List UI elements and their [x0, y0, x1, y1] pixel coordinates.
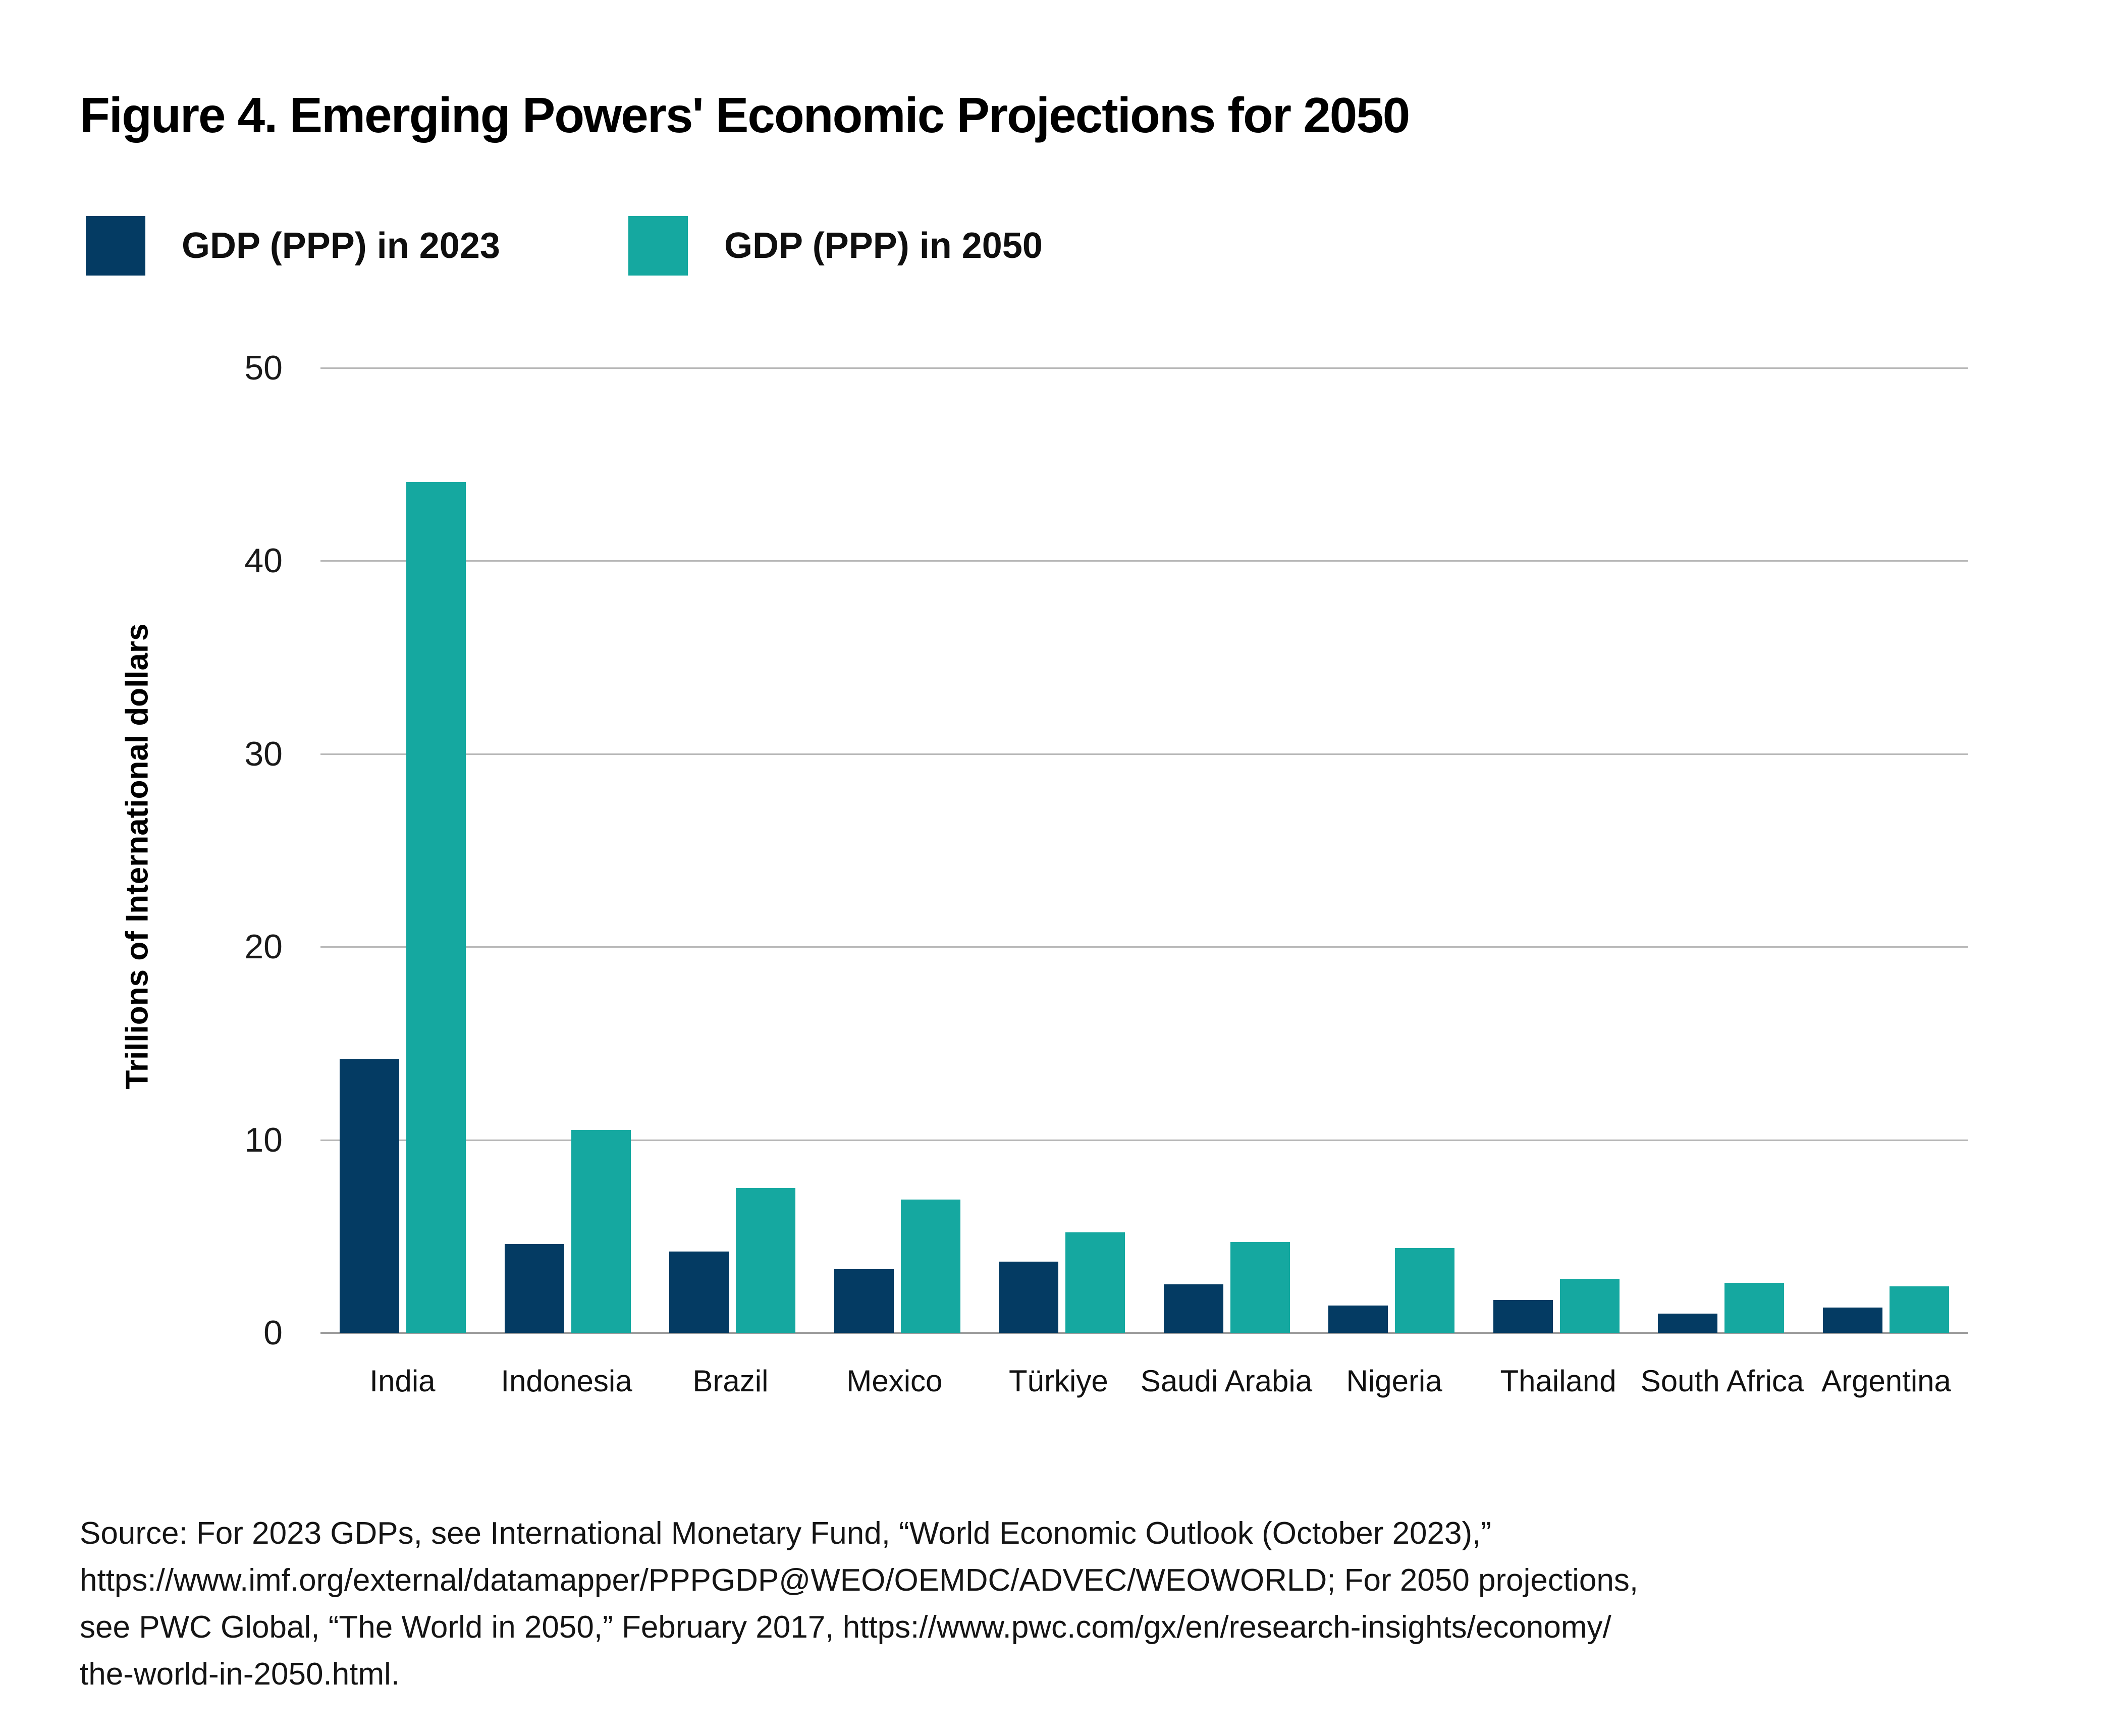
- gridline-10: [320, 1139, 1968, 1141]
- legend-item-2023: GDP (PPP) in 2023: [86, 216, 500, 276]
- y-axis-ticks: 0 10 20 30 40 50: [131, 349, 283, 1352]
- bar-gdp-(ppp)-in-2023-nigeria: [1328, 1306, 1388, 1333]
- x-axis-label-india: India: [369, 1364, 436, 1398]
- bar-gdp-(ppp)-in-2023-türkiye: [999, 1261, 1059, 1333]
- x-axis-label-brazil: Brazil: [692, 1364, 769, 1398]
- bar-gdp-(ppp)-in-2050-brazil: [736, 1188, 796, 1333]
- bar-group-nigeria: [1309, 368, 1474, 1333]
- y-tick-label-40: 40: [244, 541, 283, 580]
- bar-group-indonesia: [486, 368, 651, 1333]
- source-line: the-world-in-2050.html.: [80, 1657, 400, 1692]
- y-tick-label-0: 0: [263, 1314, 283, 1352]
- source-line: Source: For 2023 GDPs, see International…: [80, 1516, 1492, 1551]
- bar-group-türkiye: [980, 368, 1145, 1333]
- bar-group-mexico: [815, 368, 980, 1333]
- x-axis-label-mexico: Mexico: [846, 1364, 943, 1398]
- gridline-50: [320, 367, 1968, 369]
- x-axis-label-nigeria: Nigeria: [1346, 1364, 1442, 1398]
- x-axis-label-thailand: Thailand: [1500, 1364, 1616, 1398]
- bar-gdp-(ppp)-in-2050-thailand: [1559, 1278, 1620, 1333]
- y-tick-label-10: 10: [244, 1120, 283, 1159]
- x-axis-label-saudi-arabia: Saudi Arabia: [1140, 1364, 1313, 1398]
- plot-area: [320, 367, 1968, 1334]
- bar-group-argentina: [1804, 368, 1969, 1333]
- y-tick-label-20: 20: [244, 928, 283, 966]
- bar-gdp-(ppp)-in-2050-saudi-arabia: [1230, 1242, 1290, 1333]
- source-line: see PWC Global, “The World in 2050,” Feb…: [80, 1610, 1611, 1645]
- gridlines: [320, 367, 1968, 1334]
- bar-gdp-(ppp)-in-2050-south-africa: [1724, 1282, 1785, 1333]
- source-note: Source: For 2023 GDPs, see International…: [80, 1510, 1638, 1698]
- bar-group-saudi-arabia: [1145, 368, 1310, 1333]
- bar-groups: [320, 368, 1968, 1333]
- bar-gdp-(ppp)-in-2023-thailand: [1493, 1300, 1553, 1333]
- x-axis-label-türkiye: Türkiye: [1009, 1364, 1108, 1398]
- bar-gdp-(ppp)-in-2050-argentina: [1889, 1286, 1949, 1333]
- bar-gdp-(ppp)-in-2050-indonesia: [571, 1130, 631, 1333]
- legend-label-2050: GDP (PPP) in 2050: [724, 226, 1043, 266]
- legend-label-2023: GDP (PPP) in 2023: [182, 226, 500, 266]
- bar-group-india: [320, 368, 486, 1333]
- x-axis-labels: India Indonesia Brazil Mexico Türkiye Saudi A…: [320, 1364, 1968, 1398]
- chart-title: Figure 4. Emerging Powers' Economic Proj…: [80, 87, 1410, 143]
- legend-item-2050: GDP (PPP) in 2050: [628, 216, 1043, 276]
- bar-gdp-(ppp)-in-2023-argentina: [1822, 1308, 1882, 1333]
- bar-gdp-(ppp)-in-2023-mexico: [834, 1269, 894, 1333]
- legend-swatch-2023: [86, 216, 145, 276]
- bar-group-south-africa: [1639, 368, 1804, 1333]
- x-axis-label-argentina: Argentina: [1821, 1364, 1951, 1398]
- bar-gdp-(ppp)-in-2023-saudi-arabia: [1163, 1284, 1223, 1333]
- legend-swatch-2050: [628, 216, 688, 276]
- bar-gdp-(ppp)-in-2050-india: [406, 481, 466, 1333]
- bar-gdp-(ppp)-in-2023-india: [340, 1059, 400, 1333]
- bar-gdp-(ppp)-in-2023-south-africa: [1658, 1313, 1718, 1333]
- gridline-30: [320, 753, 1968, 755]
- y-tick-label-50: 50: [244, 349, 283, 387]
- bar-gdp-(ppp)-in-2050-türkiye: [1065, 1232, 1125, 1333]
- bar-gdp-(ppp)-in-2050-nigeria: [1395, 1247, 1455, 1333]
- y-tick-label-30: 30: [244, 734, 283, 773]
- x-axis-label-indonesia: Indonesia: [501, 1364, 632, 1398]
- x-axis-line: [320, 1332, 1968, 1334]
- gridline-40: [320, 560, 1968, 562]
- bar-gdp-(ppp)-in-2050-mexico: [900, 1200, 960, 1333]
- gridline-20: [320, 946, 1968, 948]
- bar-group-brazil: [650, 368, 815, 1333]
- source-line: https://www.imf.org/external/datamapper/…: [80, 1563, 1639, 1598]
- bar-gdp-(ppp)-in-2023-brazil: [669, 1252, 729, 1333]
- bar-group-thailand: [1474, 368, 1639, 1333]
- x-axis-label-south-africa: South Africa: [1640, 1364, 1804, 1398]
- bar-gdp-(ppp)-in-2023-indonesia: [504, 1244, 564, 1333]
